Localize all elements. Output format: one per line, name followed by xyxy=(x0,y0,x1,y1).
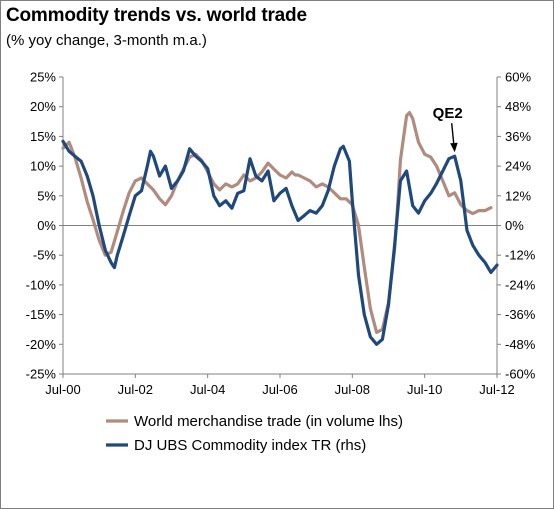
left-tick-label: 0% xyxy=(37,218,56,233)
chart-title: Commodity trends vs. world trade xyxy=(6,5,307,26)
x-tick-label: Jul-08 xyxy=(335,382,370,397)
left-tick-label: -20% xyxy=(26,337,57,352)
left-tick-label: -10% xyxy=(26,277,57,292)
right-tick-label: -36% xyxy=(505,307,536,322)
legend-label: World merchandise trade (in volume lhs) xyxy=(134,413,403,430)
left-tick-label: -15% xyxy=(26,307,57,322)
x-tick-label: Jul-04 xyxy=(190,382,225,397)
right-tick-label: 24% xyxy=(505,159,531,174)
right-tick-label: 60% xyxy=(505,70,531,85)
annotation-group: QE2 xyxy=(433,105,463,153)
right-tick-label: -48% xyxy=(505,337,536,352)
x-tick-labels: Jul-00 Jul-02 Jul-04 Jul-06 Jul-08 Jul-10 Jul-… xyxy=(45,382,514,397)
world-trade-line xyxy=(61,111,493,334)
right-tick-label: -24% xyxy=(505,277,536,292)
series-group xyxy=(61,111,499,346)
legend-group: World merchandise trade (in volume lhs) D… xyxy=(106,413,403,454)
right-tick-label: 0% xyxy=(505,218,524,233)
x-tick-label: Jul-02 xyxy=(118,382,153,397)
right-tick-label: 12% xyxy=(505,188,531,203)
commodity-index-line xyxy=(61,139,499,346)
left-tick-label: -25% xyxy=(26,367,57,382)
left-tick-label: 25% xyxy=(30,70,56,85)
left-tick-label: 15% xyxy=(30,129,56,144)
left-tick-label: 5% xyxy=(37,188,56,203)
left-tick-labels: -25% -20% -15% -10% -5% 0% 5% 10% 15% 20% 25% xyxy=(26,70,57,382)
right-tick-label: -12% xyxy=(505,248,536,263)
x-tick-label: Jul-10 xyxy=(407,382,442,397)
legend-label: DJ UBS Commodity index TR (rhs) xyxy=(134,437,366,454)
right-tick-label: -60% xyxy=(505,367,536,382)
right-tick-label: 36% xyxy=(505,129,531,144)
chart-subtitle: (% yoy change, 3-month m.a.) xyxy=(6,32,207,49)
axes-group xyxy=(59,76,501,378)
right-tick-label: 48% xyxy=(505,99,531,114)
right-tick-labels: -60% -48% -36% -24% -12% 0% 12% 24% 36% 48% 60% xyxy=(505,70,536,382)
annotation-arrow-head xyxy=(450,142,458,153)
x-tick-label: Jul-06 xyxy=(262,382,297,397)
x-tick-label: Jul-00 xyxy=(45,382,80,397)
annotation-qe2-label: QE2 xyxy=(433,105,463,122)
x-tick-label: Jul-12 xyxy=(479,382,514,397)
left-tick-label: -5% xyxy=(33,248,57,263)
left-tick-label: 10% xyxy=(30,159,56,174)
left-tick-label: 20% xyxy=(30,99,56,114)
